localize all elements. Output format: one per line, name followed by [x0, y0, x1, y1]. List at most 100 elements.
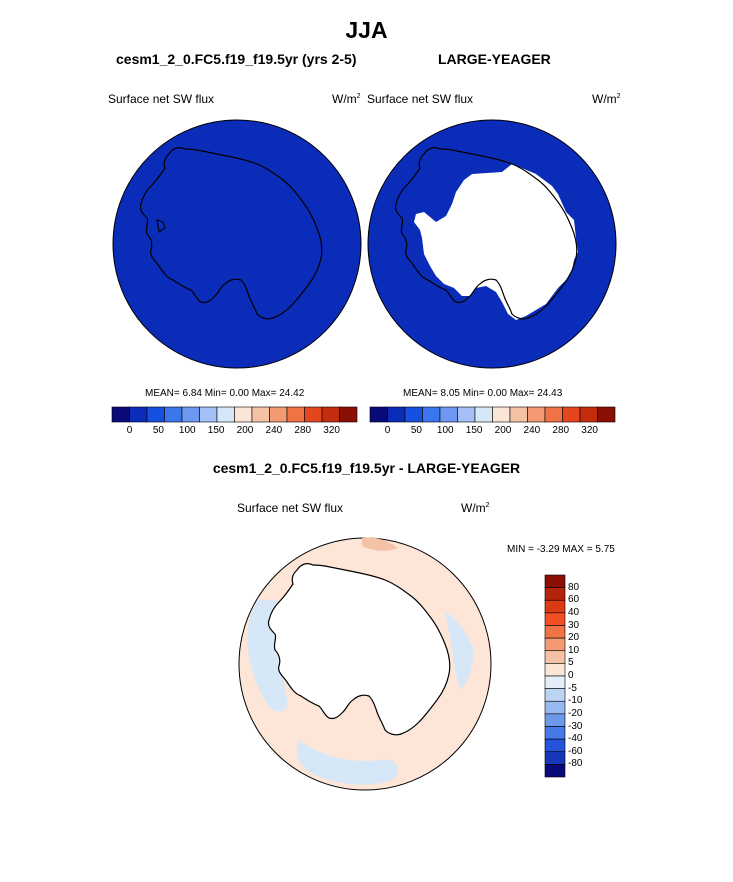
- diff-colorbar-box: [544, 764, 566, 778]
- right-map-ice: [414, 164, 578, 320]
- diff-colorbar: [544, 574, 566, 778]
- diff-colorbar-tick-label: 30: [568, 619, 580, 631]
- diff-colorbar-box: [544, 637, 566, 652]
- left-map: [112, 119, 362, 369]
- diff-map-negative-region-3: [446, 612, 474, 690]
- diff-colorbar-tick-label: -60: [568, 745, 583, 757]
- right-colorbar-box: [492, 406, 511, 423]
- diff-colorbar-tick-label: -80: [568, 758, 583, 770]
- diff-colorbar-tick-label: -20: [568, 707, 583, 719]
- right-colorbar-box: [457, 406, 476, 423]
- right-colorbar-box: [562, 406, 581, 423]
- left-colorbar-tick-label: 100: [178, 425, 196, 436]
- left-colorbar: [111, 406, 358, 423]
- right-colorbar-box: [579, 406, 598, 423]
- right-map-stats: MEAN= 8.05 Min= 0.00 Max= 24.43: [403, 388, 563, 399]
- left-colorbar-box: [199, 406, 218, 423]
- diff-colorbar-box: [544, 700, 566, 715]
- diff-colorbar-box: [544, 688, 566, 702]
- left-colorbar-box: [129, 406, 148, 423]
- diff-colorbar-box: [544, 663, 566, 677]
- right-colorbar-tick-label: 150: [465, 425, 483, 436]
- diff-map-stats: MIN = -3.29 MAX = 5.75: [507, 544, 615, 555]
- right-map: [367, 119, 617, 369]
- diff-map: [238, 537, 492, 791]
- left-colorbar-box: [234, 406, 253, 423]
- diff-colorbar-box: [544, 726, 566, 740]
- diff-map-variable: Surface net SW flux: [237, 501, 344, 515]
- right-colorbar-tick-label: 100: [436, 425, 454, 436]
- left-map-stats: MEAN= 6.84 Min= 0.00 Max= 24.42: [145, 388, 305, 399]
- left-colorbar-box: [251, 406, 270, 423]
- diff-colorbar-box: [544, 650, 566, 664]
- left-colorbar-box: [321, 406, 340, 423]
- diff-panel-title: cesm1_2_0.FC5.f19_f19.5yr - LARGE-YEAGER: [212, 460, 521, 476]
- left-colorbar-tick-label: 0: [126, 425, 133, 436]
- diff-colorbar-tick-label: 0: [568, 670, 574, 681]
- diff-colorbar-tick-label: 40: [568, 606, 580, 618]
- diff-colorbar-tick-label: 60: [568, 594, 580, 606]
- diff-colorbar-box: [544, 675, 566, 689]
- left-map-units: W/m2: [332, 92, 361, 106]
- left-colorbar-box: [304, 406, 323, 423]
- diff-colorbar-box: [544, 587, 566, 601]
- diff-colorbar-box: [544, 738, 566, 753]
- right-colorbar-box: [439, 406, 458, 423]
- left-colorbar-tick-label: 240: [265, 425, 283, 436]
- right-colorbar: [369, 406, 616, 423]
- right-colorbar-tick-label: 0: [384, 425, 391, 436]
- left-colorbar-box: [269, 406, 288, 423]
- right-colorbar-tick-label: 240: [523, 425, 541, 436]
- diff-colorbar-box: [544, 713, 566, 727]
- diff-map-units: W/m2: [461, 501, 490, 515]
- right-map-variable: Surface net SW flux: [367, 92, 474, 106]
- figure-title: JJA: [345, 17, 388, 43]
- diff-colorbar-box: [544, 599, 566, 614]
- left-colorbar-box: [216, 406, 235, 423]
- right-colorbar-box: [527, 406, 546, 423]
- left-colorbar-box: [181, 406, 200, 423]
- diff-colorbar-tick-label: -10: [568, 695, 583, 707]
- left-colorbar-tick-label: 50: [152, 425, 164, 436]
- right-colorbar-box: [422, 406, 441, 423]
- right-map-units: W/m2: [592, 92, 621, 106]
- left-colorbar-tick-label: 280: [294, 425, 312, 436]
- left-colorbar-box: [339, 406, 358, 423]
- diff-colorbar-box: [544, 625, 566, 639]
- right-colorbar-tick-label: 200: [494, 425, 512, 436]
- left-panel-title: cesm1_2_0.FC5.f19_f19.5yr (yrs 2-5): [116, 51, 357, 67]
- diff-colorbar-box: [544, 612, 566, 626]
- diff-colorbar-box: [544, 574, 566, 588]
- diff-colorbar-tick-label: -30: [568, 720, 583, 732]
- left-colorbar-box: [111, 406, 130, 423]
- left-colorbar-tick-label: 150: [207, 425, 225, 436]
- right-colorbar-tick-label: 320: [581, 425, 598, 436]
- right-colorbar-tick-label: 280: [552, 425, 570, 436]
- left-colorbar-box: [164, 406, 183, 423]
- right-colorbar-box: [597, 406, 616, 423]
- right-colorbar-tick-label: 50: [410, 425, 422, 436]
- diff-colorbar-tick-label: 80: [568, 581, 580, 593]
- left-map-ocean: [112, 119, 362, 369]
- diff-colorbar-tick-label: -40: [568, 733, 583, 745]
- diff-colorbar-tick-label: -5: [568, 682, 577, 694]
- left-map-variable: Surface net SW flux: [108, 92, 215, 106]
- right-colorbar-box: [509, 406, 528, 423]
- diff-colorbar-box: [544, 751, 566, 765]
- right-colorbar-box: [474, 406, 493, 423]
- diff-map-negative-region-2: [296, 740, 399, 785]
- right-colorbar-box: [369, 406, 388, 423]
- diff-map-positive-region: [362, 537, 398, 551]
- right-colorbar-box: [404, 406, 423, 423]
- diff-colorbar-tick-label: 5: [568, 657, 574, 669]
- left-colorbar-tick-label: 200: [236, 425, 254, 436]
- diff-colorbar-tick-label: 20: [568, 632, 580, 644]
- left-colorbar-tick-label: 320: [323, 425, 340, 436]
- right-colorbar-box: [544, 406, 563, 423]
- right-colorbar-box: [387, 406, 406, 423]
- right-panel-title: LARGE-YEAGER: [438, 51, 551, 67]
- left-colorbar-box: [146, 406, 165, 423]
- diff-colorbar-tick-label: 10: [568, 644, 580, 656]
- left-colorbar-box: [286, 406, 305, 423]
